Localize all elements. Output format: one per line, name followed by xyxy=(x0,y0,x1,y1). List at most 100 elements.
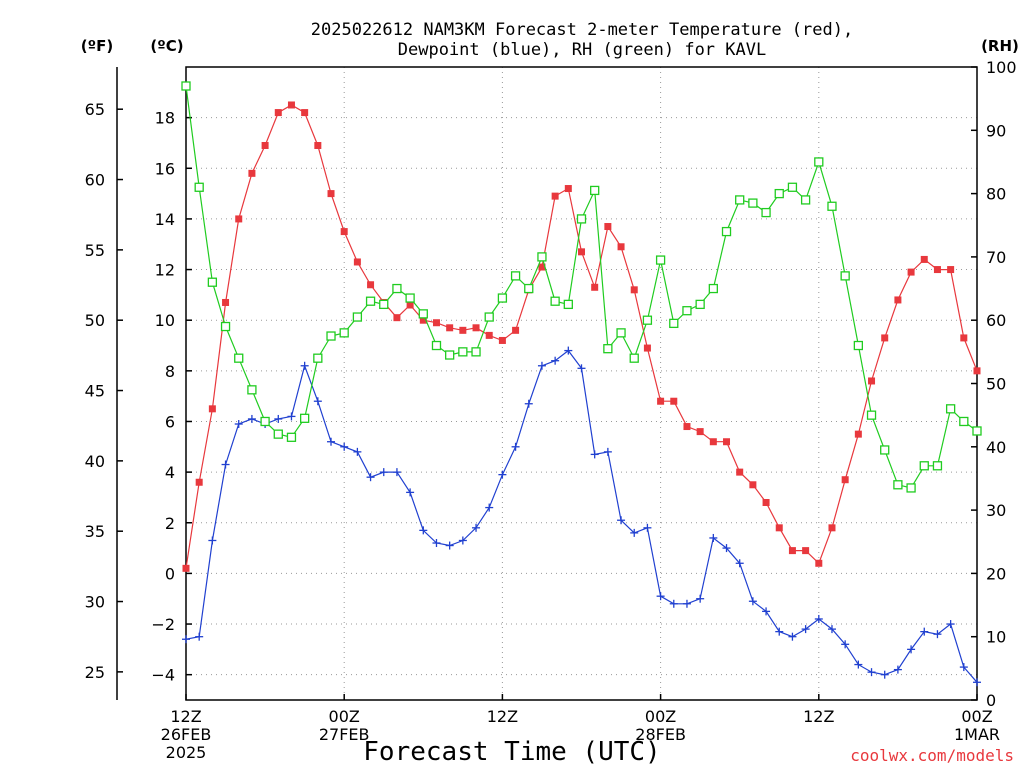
rh-point xyxy=(642,315,653,325)
dewpoint-point xyxy=(458,536,467,545)
chart-title-line1: 2025022612 NAM3KM Forecast 2-meter Tempe… xyxy=(311,20,853,40)
celsius-tick-label: 4 xyxy=(165,463,175,482)
rh-point xyxy=(379,299,389,310)
dewpoint-point xyxy=(234,420,243,429)
rh-point xyxy=(458,347,468,357)
rh-point xyxy=(234,353,244,363)
rh-point xyxy=(550,296,560,306)
rh-point xyxy=(893,480,903,490)
dewpoint-point xyxy=(959,663,968,672)
dewpoint-line xyxy=(185,349,978,683)
dewpoint-point xyxy=(406,488,415,497)
temperature-point xyxy=(301,109,309,117)
temperature-point xyxy=(960,334,968,342)
temperature-point xyxy=(709,438,717,446)
dewpoint-point xyxy=(682,599,691,608)
rh-point xyxy=(339,328,349,338)
rh-tick-label: 0 xyxy=(986,691,996,710)
rh-point xyxy=(247,385,257,395)
celsius-tick-label: −4 xyxy=(151,666,175,685)
temperature-point xyxy=(881,334,889,342)
rh-point xyxy=(919,461,929,471)
dewpoint-point xyxy=(564,346,573,355)
temperature-point xyxy=(643,344,651,352)
rh-point xyxy=(906,483,916,493)
rh-point xyxy=(959,416,969,427)
rh-point xyxy=(576,214,587,224)
x-tick-label: 12Z xyxy=(170,707,201,726)
dewpoint-point xyxy=(880,670,889,679)
rh-tick-label: 70 xyxy=(986,248,1006,267)
celsius-tick-label: −2 xyxy=(151,615,175,634)
temperature-point xyxy=(472,324,480,332)
x-tick-label: 00Z xyxy=(961,707,992,726)
fahrenheit-tick-label: 55 xyxy=(85,241,105,260)
temperature-point xyxy=(696,428,704,436)
plot-frame xyxy=(185,66,978,701)
dewpoint-point xyxy=(340,442,349,451)
temperature-point xyxy=(854,430,862,438)
rh-point xyxy=(945,404,956,414)
rh-point xyxy=(761,207,771,218)
temperature-point xyxy=(788,547,796,555)
temperature-point xyxy=(419,316,427,324)
dewpoint-point xyxy=(893,665,902,674)
dewpoint-point xyxy=(472,523,481,532)
temperature-point xyxy=(723,438,731,446)
series-dewpoint xyxy=(182,346,981,687)
rh-tick-label: 30 xyxy=(986,501,1006,520)
temperature-point xyxy=(749,481,757,489)
celsius-tick-label: 2 xyxy=(165,514,175,533)
fahrenheit-tick-label: 65 xyxy=(85,100,105,119)
dewpoint-point xyxy=(788,632,797,641)
dewpoint-point xyxy=(722,544,731,553)
dewpoint-point xyxy=(577,364,586,373)
x-tick-label: 28FEB xyxy=(635,725,686,744)
dewpoint-point xyxy=(735,559,744,568)
rh-point xyxy=(866,410,877,420)
celsius-tick-label: 0 xyxy=(165,564,175,583)
temperature-point xyxy=(670,397,678,405)
axes xyxy=(116,66,978,701)
rh-tick-label: 20 xyxy=(986,564,1006,583)
x-tick-label: 27FEB xyxy=(319,725,370,744)
rh-tick-label: 40 xyxy=(986,438,1006,457)
temperature-point xyxy=(446,324,454,332)
celsius-tick-label: 8 xyxy=(165,362,175,381)
temperature-point xyxy=(841,476,849,484)
dewpoint-point xyxy=(485,503,494,512)
rh-point xyxy=(273,429,283,439)
temperature-point xyxy=(432,319,440,327)
rh-point xyxy=(774,188,784,199)
temperature-point xyxy=(591,283,599,291)
temperature-point xyxy=(973,367,981,375)
series-rh xyxy=(181,81,982,493)
rh-point xyxy=(405,293,415,303)
rh-point xyxy=(524,283,534,294)
x-tick-label: 12Z xyxy=(803,707,834,726)
dewpoint-point xyxy=(366,473,375,482)
credit-link[interactable]: coolwx.com/models xyxy=(850,746,1014,765)
temperature-point xyxy=(578,248,585,256)
rh-axis-label: (RH) xyxy=(981,37,1019,55)
x-tick-label: 00Z xyxy=(329,707,360,726)
rh-tick-label: 60 xyxy=(986,311,1006,330)
x-tick-label: 00Z xyxy=(645,707,676,726)
rh-point xyxy=(972,426,982,436)
dewpoint-point xyxy=(696,594,705,603)
rh-point xyxy=(932,461,943,471)
dewpoint-point xyxy=(748,597,757,606)
temperature-point xyxy=(538,263,546,271)
rh-tick-label: 10 xyxy=(986,628,1006,647)
rh-point xyxy=(484,312,494,322)
rh-tick-label: 100 xyxy=(986,58,1017,77)
rh-point xyxy=(721,226,732,237)
dewpoint-point xyxy=(762,607,771,616)
rh-point xyxy=(392,283,402,294)
rh-point xyxy=(708,283,718,294)
temperature-point xyxy=(551,192,559,200)
dewpoint-point xyxy=(669,599,678,608)
celsius-tick-label: 18 xyxy=(155,109,175,128)
rh-point xyxy=(800,195,811,205)
rh-point xyxy=(682,306,692,316)
